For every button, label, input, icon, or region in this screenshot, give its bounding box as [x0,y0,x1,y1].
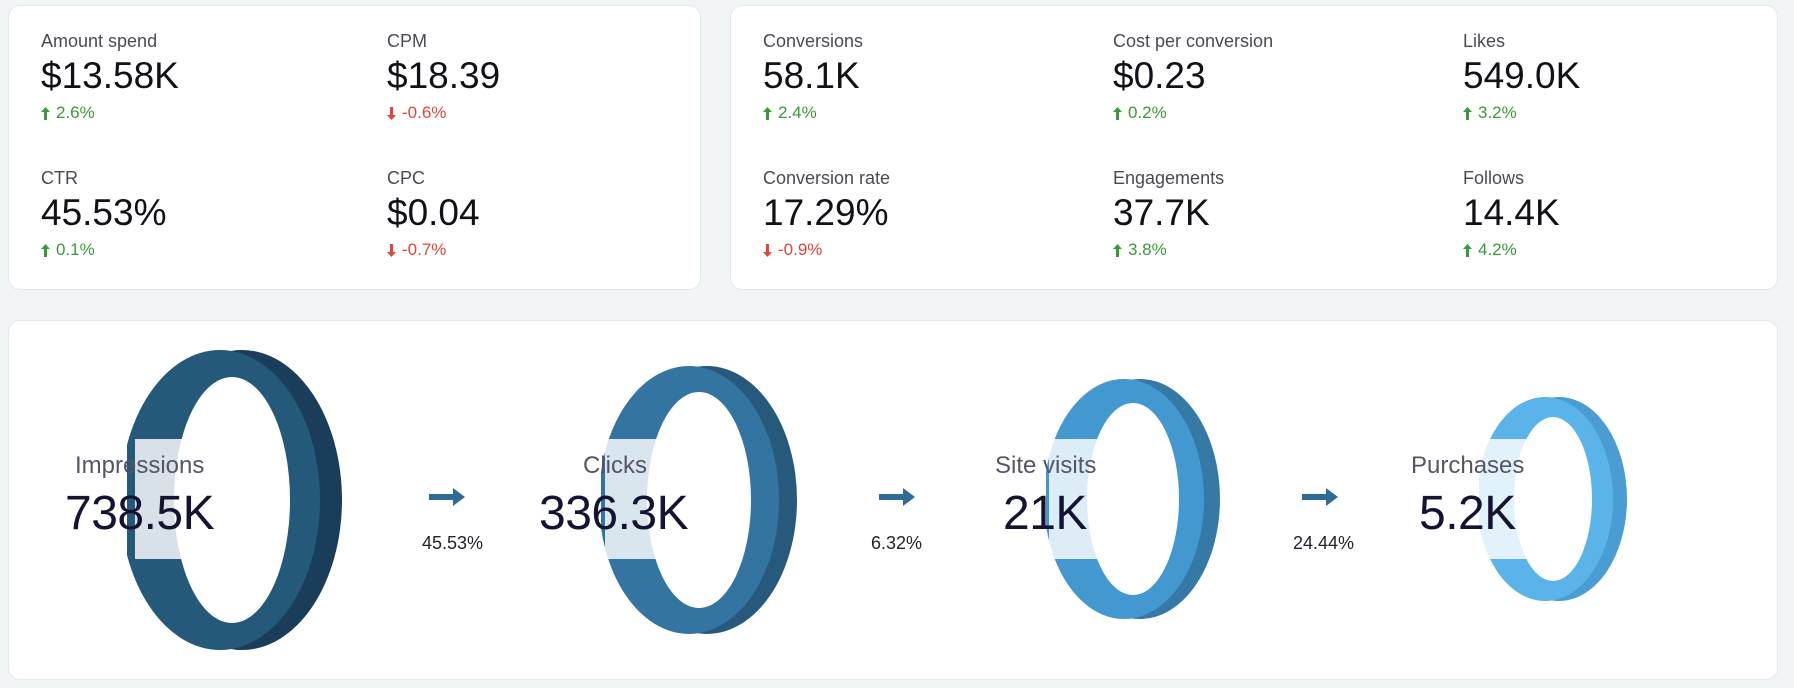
kpi-delta-value: -0.7% [402,240,447,259]
kpi-engagements: Engagements 37.7K 3.8% [1113,167,1224,261]
kpi-conversions: Conversions 58.1K 2.4% [763,30,863,124]
kpi-label: Likes [1463,31,1506,51]
kpi-conversion-rate: Conversion rate 17.29% -0.9% [763,167,890,261]
kpi-delta-value: 4.2% [1478,240,1517,259]
arrow-right-icon [879,488,915,506]
kpi-label: Conversions [763,31,864,51]
arrow-up-icon [1113,243,1122,257]
kpi-delta: 0.1% [41,239,167,261]
arrow-up-icon [1113,106,1122,120]
stage-value: 336.3K [539,487,689,540]
kpi-cost-per-conversion: Cost per conversion $0.23 0.2% [1113,30,1273,124]
stage-value: 21K [1003,487,1087,540]
arrow-up-icon [41,106,50,120]
kpi-delta-value: 0.2% [1128,103,1167,122]
arrow-up-icon [41,243,50,257]
kpi-value: 37.7K [1113,192,1210,233]
kpi-value: 45.53% [41,192,167,233]
kpi-label: CTR [41,168,78,188]
stage-label: Purchases [1411,452,1525,479]
kpi-delta-value: -0.9% [778,240,823,259]
kpi-value: $13.58K [41,55,179,96]
kpi-delta: 0.2% [1113,102,1273,124]
kpi-delta: 2.4% [763,102,863,124]
label-band [1475,439,1527,559]
kpi-card-spend: Amount spend $13.58K 2.6% CPM $18.39 -0.… [8,5,701,290]
kpi-label: Conversion rate [763,168,891,188]
kpi-value: $0.04 [387,192,480,233]
funnel-ring-impressions [127,350,342,650]
kpi-likes: Likes 549.0K 3.2% [1463,30,1580,124]
kpi-delta: -0.9% [763,239,890,261]
kpi-ctr: CTR 45.53% 0.1% [41,167,167,261]
kpi-cpm: CPM $18.39 -0.6% [387,30,500,124]
stage-label: Site visits [995,452,1097,479]
kpi-delta-value: 3.8% [1128,240,1167,259]
arrow-right-icon [429,488,465,506]
arrow-up-icon [1463,243,1472,257]
kpi-amount-spend: Amount spend $13.58K 2.6% [41,30,179,124]
conversion-rate: 45.53% [422,533,484,553]
arrow-down-icon [387,243,396,257]
funnel-ring-clicks [601,366,797,634]
kpi-card-conversions: Conversions 58.1K 2.4% Cost per conversi… [730,5,1778,290]
kpi-label: CPM [387,31,427,51]
kpi-value: 58.1K [763,55,860,96]
arrow-down-icon [763,243,772,257]
kpi-label: Engagements [1113,168,1225,188]
kpi-delta-value: 0.1% [56,240,95,259]
arrow-up-icon [763,106,772,120]
kpi-delta: 3.8% [1113,239,1224,261]
kpi-delta: 3.2% [1463,102,1580,124]
arrow-up-icon [1463,106,1472,120]
kpi-label: Follows [1463,168,1525,188]
stage-value: 5.2K [1419,487,1516,540]
stage-label: Impressions [75,452,205,479]
kpi-cpc: CPC $0.04 -0.7% [387,167,480,261]
label-band [1049,439,1101,559]
kpi-label: Cost per conversion [1113,31,1274,51]
arrow-down-icon [387,106,396,120]
stage-value: 738.5K [65,487,215,540]
kpi-value: 549.0K [1463,55,1581,96]
kpi-label: CPC [387,168,426,188]
kpi-value: $18.39 [387,55,501,96]
kpi-label: Amount spend [41,31,158,51]
kpi-delta: -0.6% [387,102,500,124]
kpi-delta-value: -0.6% [402,103,447,122]
kpi-delta: 4.2% [1463,239,1560,261]
funnel-card: Impressions 738.5K 45.53% Clicks 336.3K … [8,320,1778,680]
kpi-delta: 2.6% [41,102,179,124]
arrow-right-icon [1302,488,1338,506]
label-band [135,439,187,559]
kpi-delta-value: 2.4% [778,103,817,122]
label-band [605,439,657,559]
kpi-delta: -0.7% [387,239,480,261]
kpi-follows: Follows 14.4K 4.2% [1463,167,1560,261]
kpi-value: 17.29% [763,192,889,233]
kpi-delta-value: 2.6% [56,103,95,122]
conversion-rate: 6.32% [871,533,923,553]
kpi-value: 14.4K [1463,192,1560,233]
kpi-delta-value: 3.2% [1478,103,1517,122]
kpi-value: $0.23 [1113,55,1206,96]
conversion-rate: 24.44% [1293,533,1355,553]
stage-label: Clicks [583,452,647,479]
